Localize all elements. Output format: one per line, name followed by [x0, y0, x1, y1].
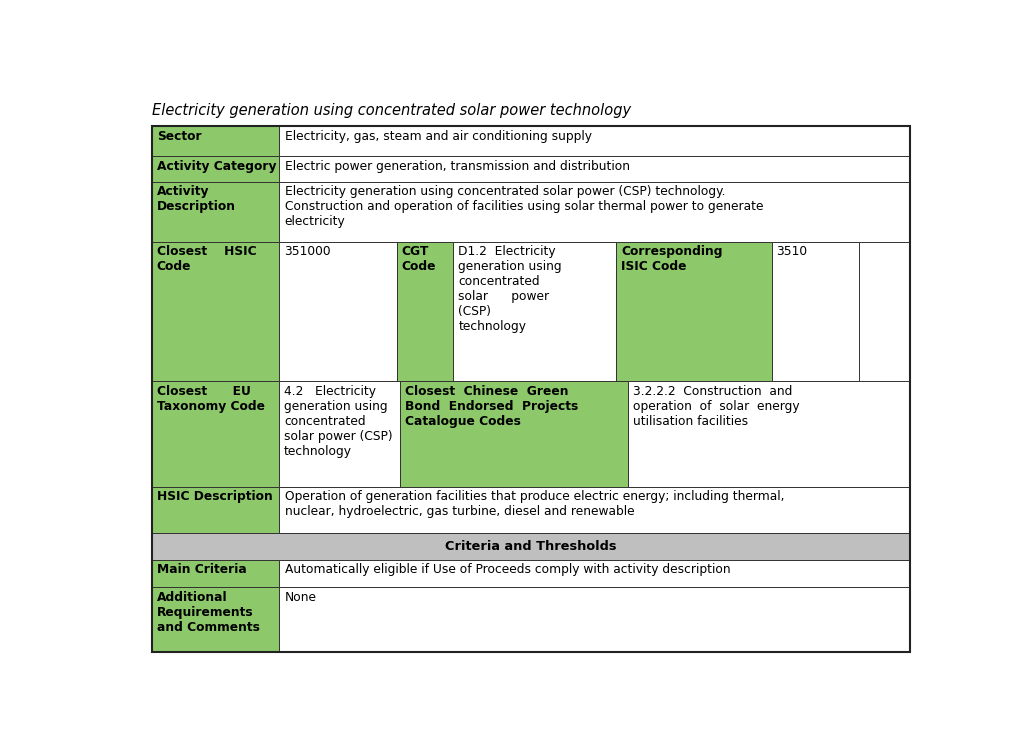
Bar — [152, 587, 280, 651]
Bar — [616, 242, 772, 381]
Text: Sector: Sector — [158, 130, 202, 142]
Bar — [772, 242, 859, 381]
Bar — [280, 381, 400, 487]
Bar — [400, 381, 628, 487]
Bar — [280, 587, 909, 651]
Bar — [152, 182, 280, 242]
Bar — [152, 242, 280, 381]
Text: Closest  Chinese  Green
Bond  Endorsed  Projects
Catalogue Codes: Closest Chinese Green Bond Endorsed Proj… — [406, 384, 579, 427]
Bar — [280, 182, 909, 242]
Text: Electricity generation using concentrated solar power technology: Electricity generation using concentrate… — [152, 103, 631, 118]
Bar — [152, 126, 280, 156]
Bar — [280, 487, 909, 533]
Text: Additional
Requirements
and Comments: Additional Requirements and Comments — [158, 591, 260, 634]
Text: Corresponding
ISIC Code: Corresponding ISIC Code — [622, 245, 723, 273]
Text: 3510: 3510 — [776, 245, 808, 258]
Text: D1.2  Electricity
generation using
concentrated
solar      power
(CSP)
technolog: D1.2 Electricity generation using concen… — [458, 245, 562, 333]
Bar — [396, 242, 454, 381]
Text: HSIC Description: HSIC Description — [158, 490, 273, 503]
Text: Automatically eligible if Use of Proceeds comply with activity description: Automatically eligible if Use of Proceed… — [285, 563, 730, 577]
Bar — [280, 126, 909, 156]
Bar — [152, 533, 909, 560]
Text: Operation of generation facilities that produce electric energy; including therm: Operation of generation facilities that … — [285, 490, 784, 518]
Bar — [280, 156, 909, 182]
Bar — [628, 381, 909, 487]
Bar — [152, 381, 280, 487]
Text: Closest      EU
Taxonomy Code: Closest EU Taxonomy Code — [157, 384, 264, 413]
Text: Electricity, gas, steam and air conditioning supply: Electricity, gas, steam and air conditio… — [285, 130, 592, 142]
Bar — [152, 487, 280, 533]
Bar — [152, 156, 280, 182]
Text: CGT
Code: CGT Code — [401, 245, 436, 273]
Text: Criteria and Thresholds: Criteria and Thresholds — [445, 540, 616, 553]
Text: None: None — [285, 591, 316, 604]
Bar — [454, 242, 616, 381]
Text: Closest    HSIC
Code: Closest HSIC Code — [157, 245, 256, 273]
Bar — [152, 560, 280, 587]
Text: Electric power generation, transmission and distribution: Electric power generation, transmission … — [285, 160, 630, 173]
Bar — [280, 242, 396, 381]
Text: Main Criteria: Main Criteria — [158, 563, 247, 577]
Text: 351000: 351000 — [284, 245, 331, 258]
Text: 4.2   Electricity
generation using
concentrated
solar power (CSP)
technology: 4.2 Electricity generation using concent… — [284, 384, 392, 458]
Text: 3.2.2.2  Construction  and
operation  of  solar  energy
utilisation facilities: 3.2.2.2 Construction and operation of so… — [633, 384, 799, 427]
Text: Activity Category: Activity Category — [158, 160, 276, 173]
Text: Activity
Description: Activity Description — [158, 186, 237, 214]
Bar — [280, 560, 909, 587]
Text: Electricity generation using concentrated solar power (CSP) technology.
Construc: Electricity generation using concentrate… — [285, 186, 763, 229]
